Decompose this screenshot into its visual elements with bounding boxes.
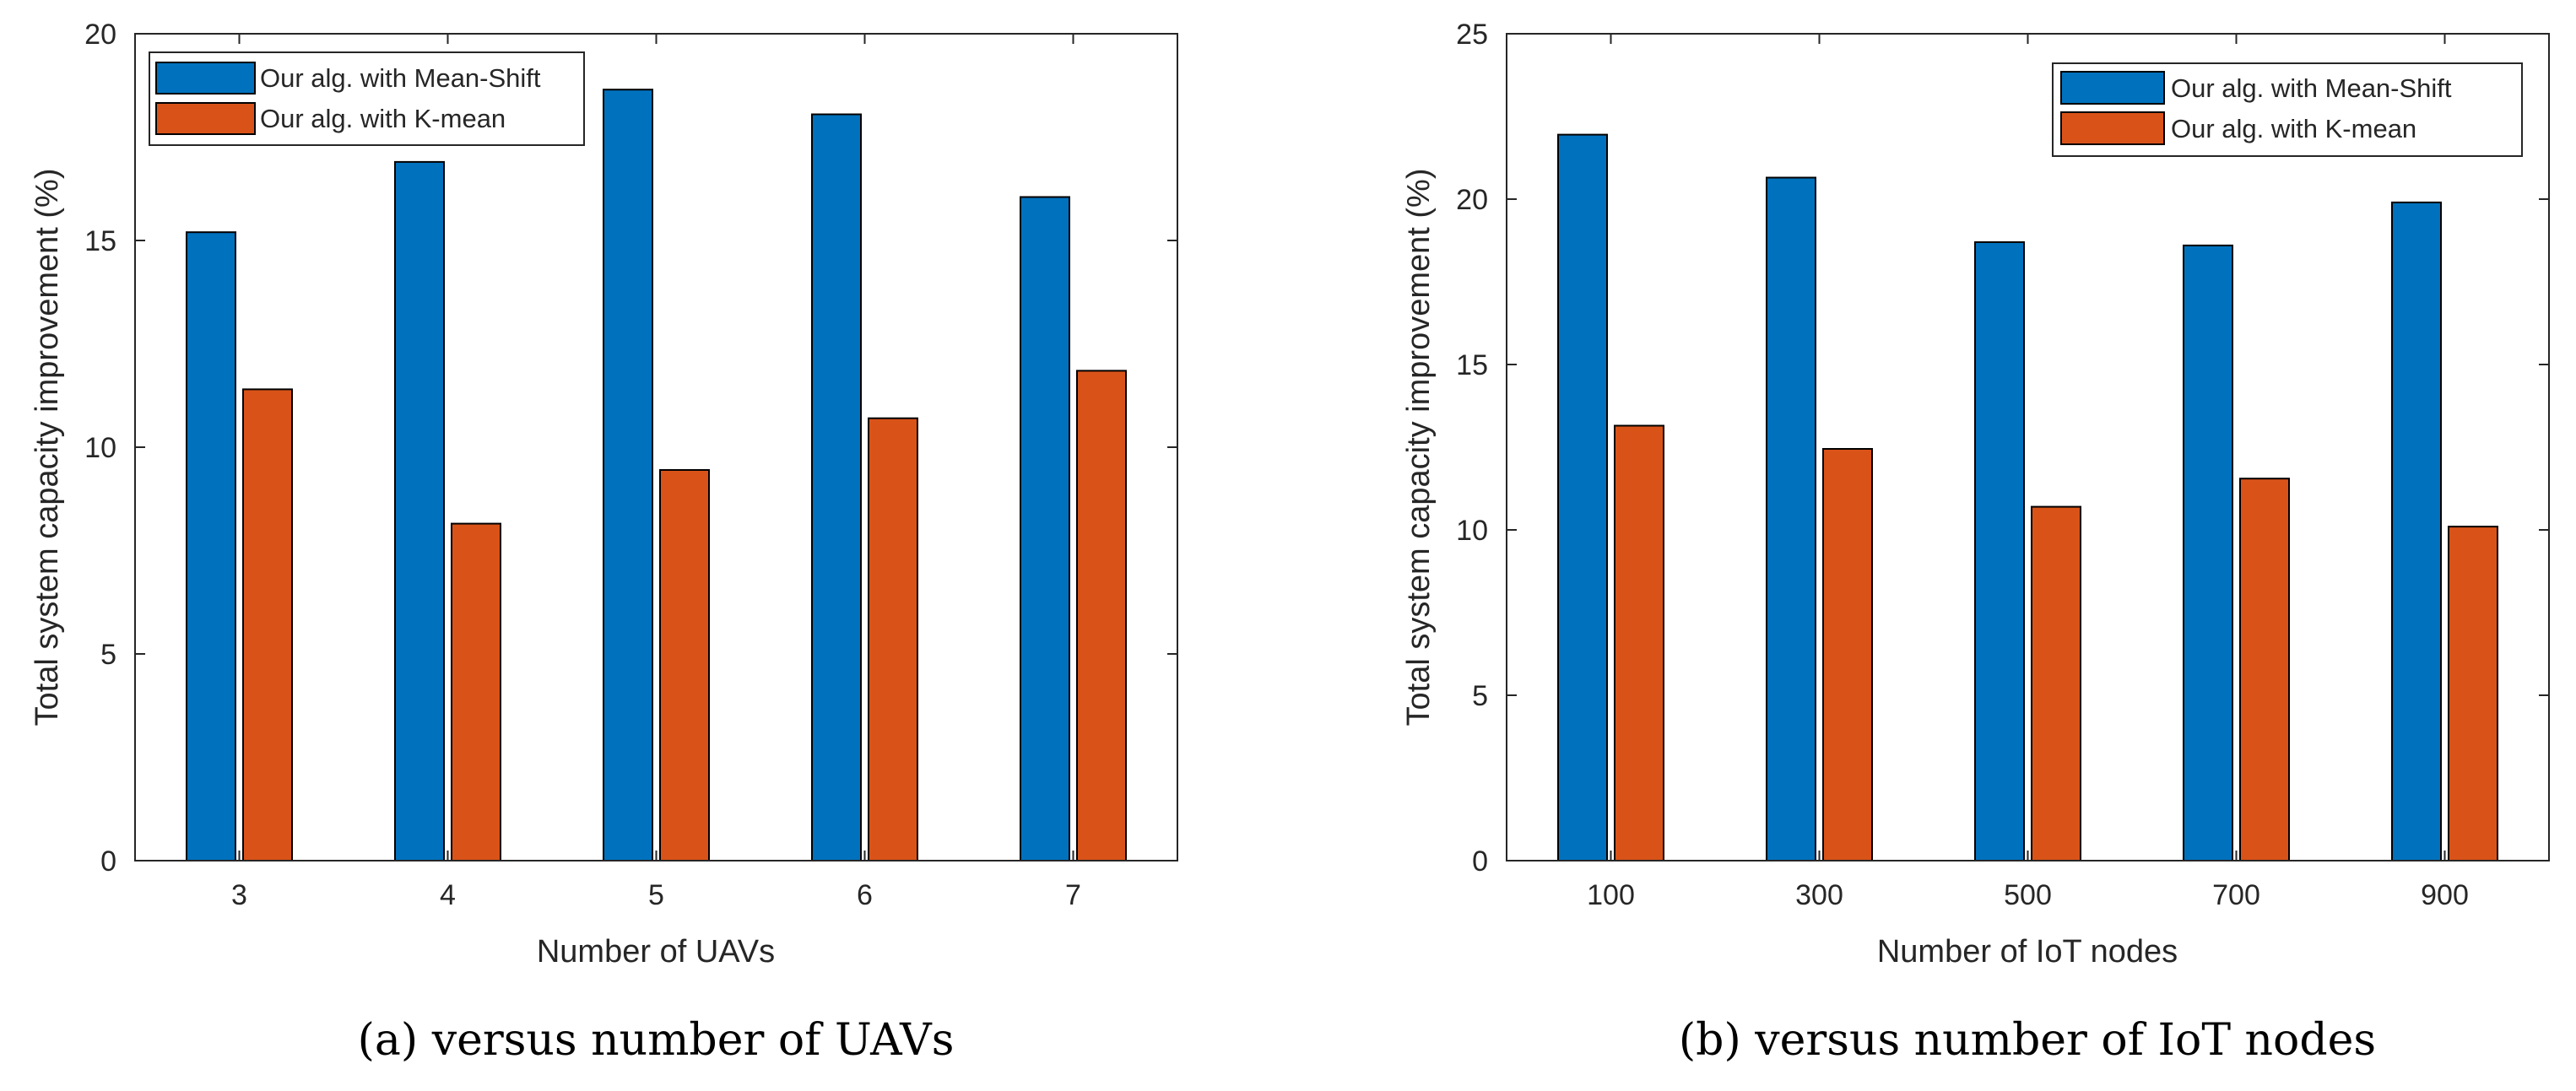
ticks-group: 3 4 5 6 7 0 5 10 15 20 xyxy=(84,19,1177,911)
bars-group xyxy=(186,89,1127,861)
plot-area xyxy=(135,34,1177,861)
x-tick-label: 900 xyxy=(2421,879,2469,911)
plot-area xyxy=(1507,34,2549,861)
chart-iot-nodes: 100 300 500 700 900 0 5 10 15 20 25 Number of IoT … xyxy=(1401,19,2550,1066)
legend-swatch-mean-shift xyxy=(2060,71,2165,105)
y-axis-label: Total system capacity improvement (%) xyxy=(1401,169,1437,726)
chart-uavs: 3 4 5 6 7 0 5 10 15 20 Number of UAVs Total syste… xyxy=(30,19,1178,1066)
x-tick-label: 5 xyxy=(648,879,664,911)
x-tick-label: 500 xyxy=(2004,879,2052,911)
y-tick-label: 5 xyxy=(1472,680,1488,712)
bar-mean-shift-300 xyxy=(1766,176,1816,861)
bar-k-mean-900 xyxy=(2448,526,2498,861)
bar-k-mean-4 xyxy=(451,522,501,861)
bar-k-mean-700 xyxy=(2239,478,2290,861)
x-axis-label: Number of UAVs xyxy=(537,934,775,969)
y-tick-label: 15 xyxy=(84,225,116,257)
bar-mean-shift-500 xyxy=(1974,241,2025,861)
bar-k-mean-6 xyxy=(868,417,918,861)
legend-swatch-k-mean xyxy=(2060,111,2165,145)
x-tick-label: 7 xyxy=(1065,879,1081,911)
legend: Our alg. with Mean-Shift Our alg. with K… xyxy=(149,51,585,146)
bar-mean-shift-7 xyxy=(1020,196,1070,861)
ticks-group: 100 300 500 700 900 0 5 10 15 20 25 xyxy=(1456,19,2549,911)
bar-mean-shift-4 xyxy=(394,160,445,861)
caption: (a) versus number of UAVs xyxy=(358,1015,955,1066)
x-tick-label: 100 xyxy=(1587,879,1635,911)
y-tick-label: 20 xyxy=(84,19,116,51)
y-tick-label: 0 xyxy=(100,845,116,878)
bar-mean-shift-100 xyxy=(1557,133,1608,862)
y-tick-label: 5 xyxy=(100,639,116,671)
bar-mean-shift-5 xyxy=(603,89,653,861)
legend-label-mean-shift: Our alg. with Mean-Shift xyxy=(260,63,541,93)
y-tick-label: 10 xyxy=(84,432,116,464)
bar-k-mean-3 xyxy=(242,388,293,861)
y-tick-label: 15 xyxy=(1456,349,1488,381)
caption: (b) versus number of IoT nodes xyxy=(1679,1015,2376,1066)
legend: Our alg. with Mean-Shift Our alg. with K… xyxy=(2052,62,2523,157)
bar-mean-shift-900 xyxy=(2391,201,2442,861)
y-axis-label: Total system capacity improvement (%) xyxy=(30,169,65,726)
bar-k-mean-100 xyxy=(1614,424,1664,861)
bar-mean-shift-6 xyxy=(811,113,862,861)
bar-k-mean-7 xyxy=(1076,370,1127,861)
x-tick-label: 4 xyxy=(440,879,456,911)
bar-mean-shift-700 xyxy=(2183,244,2233,861)
bar-k-mean-5 xyxy=(659,469,710,861)
y-tick-label: 20 xyxy=(1456,184,1488,216)
bars-group xyxy=(1557,133,2498,862)
y-tick-label: 0 xyxy=(1472,845,1488,878)
x-tick-label: 700 xyxy=(2212,879,2260,911)
y-tick-label: 25 xyxy=(1456,19,1488,51)
legend-swatch-k-mean xyxy=(155,102,256,135)
x-tick-label: 3 xyxy=(231,879,247,911)
legend-label-mean-shift: Our alg. with Mean-Shift xyxy=(2171,73,2452,103)
y-tick-label: 10 xyxy=(1456,515,1488,547)
bar-k-mean-500 xyxy=(2031,505,2081,861)
bar-mean-shift-3 xyxy=(186,231,236,861)
bar-k-mean-300 xyxy=(1822,448,1873,861)
x-tick-label: 300 xyxy=(1795,879,1843,911)
x-axis-label: Number of IoT nodes xyxy=(1877,934,2178,969)
legend-label-k-mean: Our alg. with K-mean xyxy=(260,104,506,133)
x-tick-label: 6 xyxy=(857,879,873,911)
legend-label-k-mean: Our alg. with K-mean xyxy=(2171,114,2416,143)
legend-swatch-mean-shift xyxy=(155,62,256,95)
